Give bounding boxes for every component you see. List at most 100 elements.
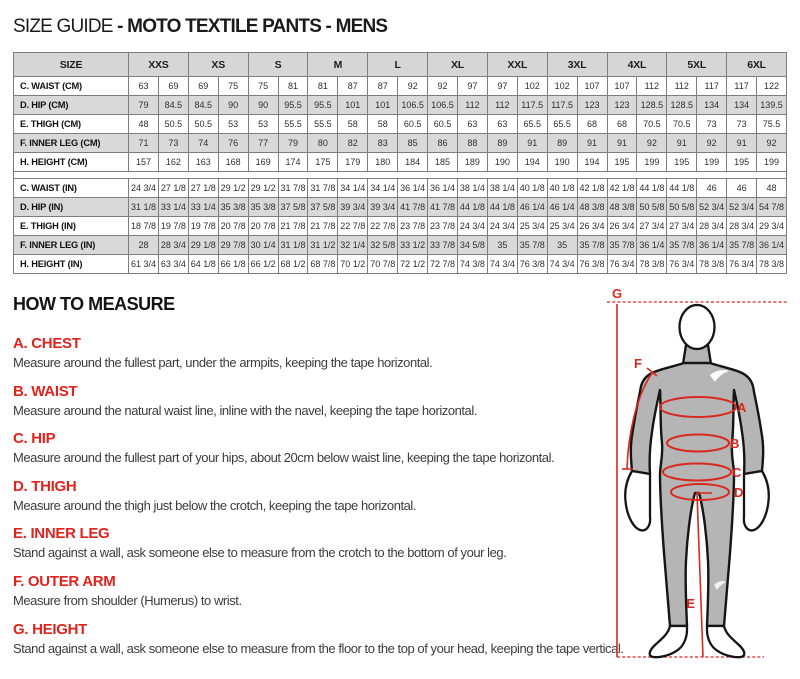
size-value-cell: 90	[217, 95, 249, 115]
size-value-cell: 91	[606, 133, 638, 153]
size-value-cell: 79	[277, 133, 309, 153]
size-value-cell: 21 7/8	[277, 216, 309, 236]
size-value-cell: 44 1/8	[486, 197, 518, 217]
size-value-cell: 37 5/8	[307, 197, 339, 217]
shin-logo-mark	[714, 581, 726, 590]
size-value-cell: 36 1/4	[696, 235, 728, 255]
size-value-cell: 180	[367, 152, 399, 172]
size-value-cell: 33 1/4	[187, 197, 219, 217]
size-value-cell: 72 1/2	[397, 254, 429, 274]
size-value-cell: 26 3/4	[606, 216, 638, 236]
size-value-cell: 41 7/8	[427, 197, 458, 217]
size-value-cell: 65.5	[516, 114, 548, 134]
size-value-cell: 190	[486, 152, 518, 172]
size-value-cell: 97	[456, 76, 488, 96]
measure-item-text: Measure around the fullest part, under t…	[13, 355, 433, 370]
size-header-6xl: 6XL	[726, 52, 787, 77]
size-value-cell: 18 7/8	[128, 216, 159, 236]
measure-item-text: Stand against a wall, ask someone else t…	[13, 545, 507, 561]
size-value-cell: 112	[486, 95, 518, 115]
size-value-cell: 189	[456, 152, 488, 172]
size-value-cell: 20 7/8	[247, 216, 279, 236]
size-table-header: SIZE XXS XS S M L XL XXL 3XL 4XL 5XL 6XL	[13, 52, 787, 77]
size-value-cell: 70.5	[636, 114, 668, 134]
size-value-cell: 134	[696, 95, 728, 115]
size-value-cell: 73	[157, 133, 189, 153]
size-value-cell: 101	[367, 95, 399, 115]
chest-logo-mark	[710, 370, 729, 382]
size-value-cell: 25 3/4	[546, 216, 578, 236]
size-value-cell: 40 1/8	[516, 178, 548, 198]
size-value-cell: 117	[696, 76, 728, 96]
size-value-cell: 77	[247, 133, 279, 153]
diagram-label-e: E	[686, 596, 695, 611]
measure-item-label: G. HEIGHT	[13, 620, 87, 638]
size-value-cell: 68 1/2	[277, 254, 309, 274]
row-label: C. WAIST (CM)	[13, 76, 129, 96]
size-value-cell: 52 3/4	[696, 197, 728, 217]
size-value-cell: 50.5	[157, 114, 189, 134]
size-value-cell: 39 3/4	[367, 197, 399, 217]
size-value-cell: 28 3/4	[157, 235, 189, 255]
size-value-cell: 194	[516, 152, 548, 172]
size-value-cell: 76 3/8	[576, 254, 608, 274]
size-value-cell: 107	[576, 76, 608, 96]
size-value-cell: 199	[636, 152, 668, 172]
measure-item-a: A. CHEST Measure around the fullest part,…	[13, 335, 613, 371]
size-value-cell: 31 1/2	[307, 235, 339, 255]
diagram-label-d: D	[734, 485, 743, 500]
size-value-cell: 48	[128, 114, 159, 134]
size-value-cell: 44 1/8	[666, 178, 698, 198]
size-value-cell: 123	[606, 95, 638, 115]
size-value-cell: 35	[486, 235, 518, 255]
size-value-cell: 134	[726, 95, 758, 115]
size-header-xxs: XXS	[128, 52, 189, 77]
row-label: H. HEIGHT (IN)	[13, 254, 129, 274]
table-row: D. HIP (IN) 31 1/8 33 1/4 33 1/4 35 3/8 35 3/…	[13, 197, 787, 217]
size-table: SIZE XXS XS S M L XL XXL 3XL 4XL 5XL 6XL C. WAIST (…	[13, 52, 787, 274]
size-value-cell: 27 3/4	[636, 216, 668, 236]
page-title-product: - MOTO TEXTILE PANTS - MENS	[117, 16, 388, 37]
size-value-cell: 194	[576, 152, 608, 172]
size-value-cell: 101	[337, 95, 369, 115]
table-row: F. INNER LEG (CM) 71 73 74 76 77 79 80 82 83 85 86 8…	[13, 133, 787, 153]
size-value-cell: 21 7/8	[307, 216, 339, 236]
thigh-measure-ellipse	[670, 483, 730, 501]
size-value-cell: 29 1/2	[247, 178, 279, 198]
size-value-cell: 163	[187, 152, 219, 172]
size-value-cell: 84.5	[157, 95, 189, 115]
size-value-cell: 33 1/4	[157, 197, 189, 217]
size-header-3xl: 3XL	[546, 52, 608, 77]
size-value-cell: 76	[217, 133, 249, 153]
size-value-cell: 63	[128, 76, 159, 96]
size-value-cell: 175	[307, 152, 339, 172]
size-value-cell: 58	[367, 114, 399, 134]
row-label: C. WAIST (IN)	[13, 178, 129, 198]
size-header-s: S	[247, 52, 309, 77]
row-label: H. HEIGHT (CM)	[13, 152, 129, 172]
size-value-cell: 169	[247, 152, 279, 172]
size-value-cell: 31 7/8	[277, 178, 309, 198]
size-value-cell: 190	[546, 152, 578, 172]
measure-item-g: G. HEIGHT Stand against a wall, ask someo…	[13, 620, 624, 657]
measure-item-d: D. THIGH Measure around the thigh just be…	[13, 478, 613, 514]
size-value-cell: 44 1/8	[456, 197, 488, 217]
size-value-cell: 117.5	[516, 95, 548, 115]
size-value-cell: 46	[696, 178, 728, 198]
measure-item-label: B. WAIST	[13, 382, 78, 400]
size-value-cell: 32 5/8	[367, 235, 399, 255]
size-value-cell: 29 1/2	[217, 178, 249, 198]
size-value-cell: 117.5	[546, 95, 578, 115]
size-value-cell: 68	[576, 114, 608, 134]
size-value-cell: 53	[247, 114, 279, 134]
size-value-cell: 46 1/4	[516, 197, 548, 217]
size-value-cell: 24 3/4	[456, 216, 488, 236]
measure-item-f: F. OUTER ARM Measure from shoulder (Humer…	[13, 573, 613, 609]
size-value-cell: 35 3/8	[247, 197, 279, 217]
measurement-diagram: G F A B C D E	[607, 286, 787, 659]
how-to-measure-section: HOW TO MEASURE A. CHEST Measure around th…	[13, 294, 624, 668]
size-value-cell: 20 7/8	[217, 216, 249, 236]
size-value-cell: 22 7/8	[367, 216, 399, 236]
size-value-cell: 50 5/8	[666, 197, 698, 217]
